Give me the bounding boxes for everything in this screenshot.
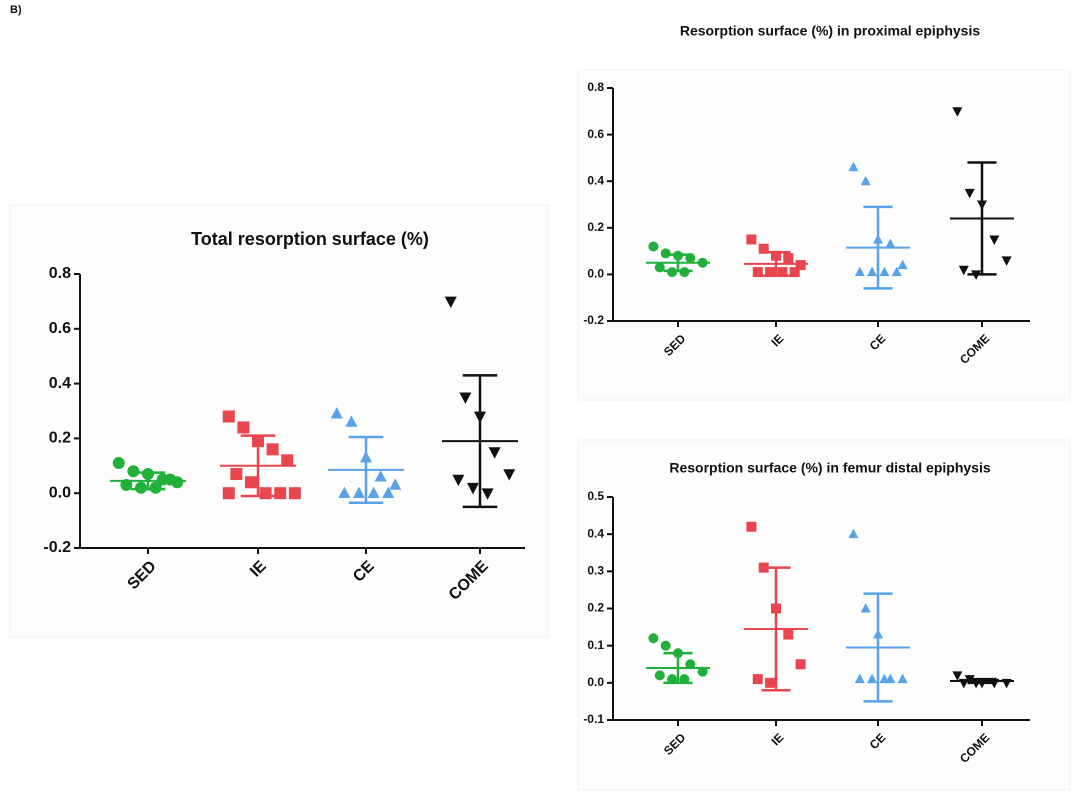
point (274, 487, 287, 500)
y-tick-label: 0.0 (49, 484, 71, 501)
point (952, 107, 963, 117)
point (765, 677, 776, 688)
point (746, 521, 757, 532)
point (964, 188, 975, 199)
point (281, 454, 294, 467)
point (382, 486, 395, 498)
point (783, 629, 794, 640)
point (488, 447, 501, 459)
point (789, 267, 800, 278)
point (848, 528, 859, 539)
y-tick-label: -0.2 (583, 313, 604, 327)
point (481, 488, 494, 500)
point (897, 673, 908, 684)
y-tick-label: -0.2 (43, 539, 71, 556)
y-tick-label: 0.3 (587, 564, 604, 578)
point (867, 673, 878, 684)
point (860, 175, 871, 186)
y-tick-label: 0.2 (49, 430, 71, 447)
point (752, 267, 763, 278)
point (459, 392, 472, 404)
point (266, 443, 279, 456)
point (503, 469, 516, 481)
point (222, 410, 235, 423)
point (1001, 256, 1012, 266)
point (120, 478, 133, 491)
y-tick-label: 0.6 (49, 320, 71, 337)
point (164, 473, 177, 486)
point (452, 474, 465, 487)
point (654, 670, 665, 681)
point (345, 415, 358, 427)
y-tick-label: 0.4 (49, 375, 71, 392)
point (952, 671, 963, 681)
point (648, 241, 659, 252)
y-tick-label: 0.4 (587, 173, 604, 187)
y-tick-label: -0.1 (583, 712, 604, 726)
point (259, 487, 272, 500)
y-tick-label: 0.0 (587, 267, 604, 281)
panel-label: B) (10, 4, 22, 16)
point (367, 486, 380, 498)
point (897, 259, 908, 270)
point (444, 296, 457, 308)
point (758, 243, 769, 254)
y-tick-label: 0.8 (49, 265, 71, 282)
panel-background (577, 439, 1071, 791)
point (374, 470, 387, 482)
y-tick-label: 0.1 (587, 638, 604, 652)
y-tick-label: 0.8 (587, 80, 604, 94)
point (338, 486, 351, 498)
point (389, 478, 402, 490)
chart-title: Resorption surface (%) in proximal epiph… (680, 23, 981, 39)
point (648, 633, 659, 644)
point (230, 468, 243, 481)
point (891, 266, 902, 277)
point (795, 260, 806, 271)
y-tick-label: 0.0 (587, 675, 604, 689)
y-tick-label: 0.4 (587, 526, 604, 540)
point (765, 267, 776, 278)
chart-title: Resorption surface (%) in femur distal e… (669, 460, 991, 476)
point (885, 238, 896, 249)
point (854, 673, 865, 684)
point (848, 161, 859, 172)
point (795, 659, 806, 670)
y-tick-label: 0.2 (587, 601, 604, 615)
point (127, 465, 140, 478)
point (134, 481, 147, 494)
y-tick-label: 0.5 (587, 489, 604, 503)
panel-background (577, 69, 1071, 401)
point (989, 235, 1000, 245)
point (330, 407, 343, 419)
point (112, 457, 125, 470)
point (685, 659, 696, 670)
panel-background (9, 204, 549, 638)
point (660, 640, 671, 651)
point (746, 234, 757, 245)
point (466, 482, 479, 495)
point (288, 487, 301, 500)
point (237, 421, 250, 434)
point (654, 262, 665, 273)
point (777, 267, 788, 278)
point (352, 486, 365, 498)
point (697, 666, 708, 677)
point (867, 266, 878, 277)
point (244, 476, 257, 489)
point (752, 674, 763, 685)
point (958, 265, 969, 276)
chart-title: Total resorption surface (%) (191, 229, 429, 249)
point (149, 481, 162, 494)
y-tick-label: 0.6 (587, 127, 604, 141)
point (222, 487, 235, 500)
point (879, 266, 890, 277)
y-tick-label: 0.2 (587, 220, 604, 234)
point (860, 603, 871, 613)
point (879, 673, 890, 684)
point (783, 253, 794, 264)
point (854, 266, 865, 277)
